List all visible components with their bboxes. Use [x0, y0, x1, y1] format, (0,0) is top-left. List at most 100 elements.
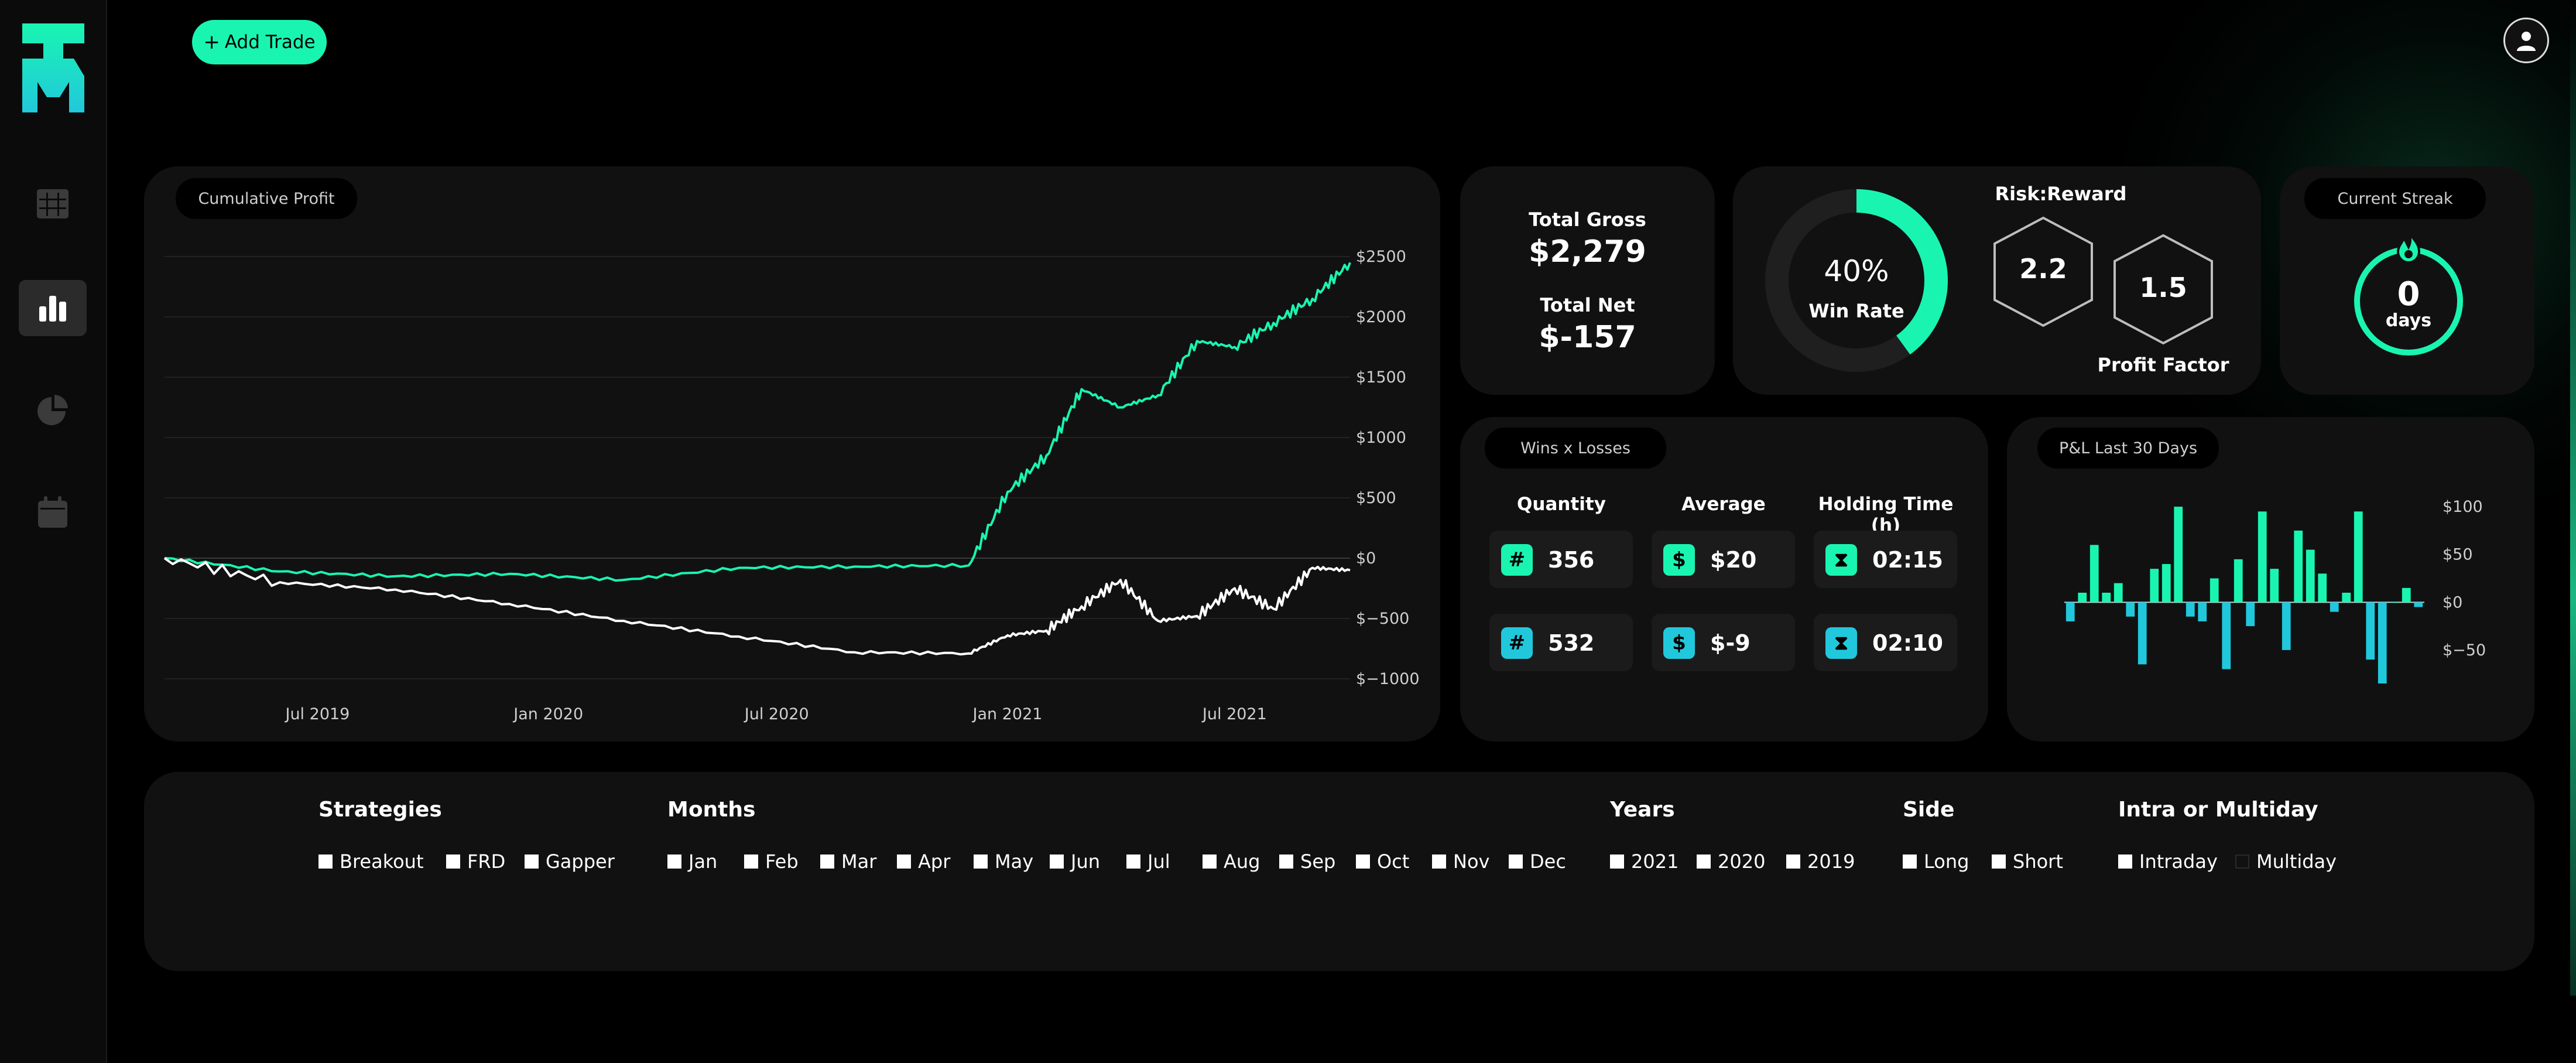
pnl-bar [2234, 559, 2243, 603]
filter-option-apr[interactable]: Apr [897, 850, 950, 873]
pnl-bar [2198, 602, 2207, 621]
filter-option-gapper[interactable]: Gapper [525, 850, 615, 873]
filter-option-nov[interactable]: Nov [1432, 850, 1489, 873]
checkbox[interactable] [525, 854, 539, 869]
filter-title-intra: Intra or Multiday [2118, 798, 2318, 822]
checkbox[interactable] [446, 854, 460, 869]
checkbox[interactable] [667, 854, 681, 869]
x-tick-label: Jan 2021 [972, 705, 1043, 723]
filter-option-frd[interactable]: FRD [446, 850, 505, 873]
checkbox[interactable] [897, 854, 911, 869]
filter-option-may[interactable]: May [974, 850, 1033, 873]
profit-factor-label: Profit Factor [2097, 354, 2229, 376]
pnl-bar [2402, 587, 2411, 603]
filters-card [144, 772, 2534, 971]
checkbox[interactable] [1356, 854, 1370, 869]
pnl-bar [2270, 569, 2279, 603]
checkbox[interactable] [1610, 854, 1624, 869]
checkbox[interactable] [820, 854, 834, 869]
checkbox[interactable] [1509, 854, 1523, 869]
pnl-bar [2294, 530, 2303, 603]
pnl-30-card: P&L Last 30 Days $100 $50 $0 $−50 [2007, 417, 2534, 741]
filter-option-2021[interactable]: 2021 [1610, 850, 1678, 873]
user-icon [2517, 32, 2536, 51]
checkbox[interactable] [318, 854, 333, 869]
filter-option-feb[interactable]: Feb [744, 850, 799, 873]
pnl-bar [2078, 593, 2087, 603]
losses-quantity: # 532 [1489, 614, 1633, 671]
filter-option-label: Multiday [2256, 850, 2337, 873]
y-tick-label: $−50 [2443, 641, 2486, 659]
cumulative-profit-title: Cumulative Profit [176, 178, 357, 219]
checkbox[interactable] [1050, 854, 1064, 869]
filter-option-mar[interactable]: Mar [820, 850, 876, 873]
wins-losses-title: Wins x Losses [1485, 428, 1666, 469]
filter-option-label: 2021 [1631, 850, 1679, 873]
filter-option-dec[interactable]: Dec [1509, 850, 1566, 873]
checkbox[interactable] [744, 854, 758, 869]
filter-option-multiday[interactable]: Multiday [2235, 850, 2337, 873]
filter-option-2019[interactable]: 2019 [1786, 850, 1855, 873]
sidebar-item-calendar[interactable] [19, 484, 87, 540]
checkbox[interactable] [1786, 854, 1800, 869]
current-streak-title: Current Streak [2304, 178, 2486, 219]
filter-option-jun[interactable]: Jun [1050, 850, 1100, 873]
sidebar-item-stats[interactable] [19, 280, 87, 336]
pnl-bar [2390, 602, 2399, 603]
losses-holding: ⧗ 02:10 [1814, 614, 1957, 671]
y-tick-label: $2500 [1356, 248, 1406, 266]
filter-title-years: Years [1610, 798, 1675, 822]
checkbox[interactable] [1279, 854, 1293, 869]
checkbox[interactable] [1203, 854, 1217, 869]
user-avatar-button[interactable] [2503, 18, 2549, 63]
fire-icon [2396, 230, 2421, 264]
hash-icon: # [1501, 544, 1533, 576]
checkbox[interactable] [2118, 854, 2132, 869]
checkbox[interactable] [974, 854, 988, 869]
app-logo[interactable] [22, 23, 84, 112]
filter-option-sep[interactable]: Sep [1279, 850, 1335, 873]
series-line-2 [163, 557, 1351, 656]
y-tick-label: $500 [1356, 489, 1396, 507]
win-rate-value: 40% [1824, 254, 1889, 288]
filter-option-label: Intraday [2139, 850, 2218, 873]
filter-option-label: Dec [1530, 850, 1566, 873]
add-trade-button[interactable]: + Add Trade [192, 20, 327, 64]
hourglass-icon: ⧗ [1825, 544, 1857, 576]
checkbox[interactable] [1903, 854, 1917, 869]
filter-option-aug[interactable]: Aug [1203, 850, 1260, 873]
sidebar-item-reports[interactable] [19, 382, 87, 438]
wins-holding: ⧗ 02:15 [1814, 531, 1957, 588]
wins-quantity-value: 356 [1548, 547, 1595, 573]
total-net-label: Total Net [1540, 294, 1635, 316]
filter-option-label: FRD [467, 850, 506, 873]
dollar-icon: $ [1663, 627, 1695, 659]
filter-option-label: Oct [1377, 850, 1410, 873]
y-tick-label: $0 [1356, 549, 1376, 568]
filter-option-short[interactable]: Short [1992, 850, 2063, 873]
checkbox[interactable] [1126, 854, 1140, 869]
scrollbar[interactable] [2570, 0, 2576, 996]
filter-option-intraday[interactable]: Intraday [2118, 850, 2218, 873]
checkbox[interactable] [1432, 854, 1446, 869]
filter-option-long[interactable]: Long [1903, 850, 1969, 873]
pnl-bar [2150, 569, 2159, 603]
filter-option-jan[interactable]: Jan [667, 850, 717, 873]
sidebar-item-grid[interactable] [19, 176, 87, 232]
bar-chart-icon [39, 296, 66, 322]
filter-option-breakout[interactable]: Breakout [318, 850, 424, 873]
losses-average-value: $-9 [1710, 630, 1751, 656]
pnl-bar [2258, 511, 2267, 603]
hourglass-icon: ⧗ [1825, 627, 1857, 659]
win-rate-donut [1765, 189, 1948, 372]
cumulative-profit-card: Cumulative Profit $2500 $2000 $1500 $1000 $5… [144, 166, 1440, 741]
checkbox[interactable] [2235, 854, 2249, 869]
filter-option-2020[interactable]: 2020 [1697, 850, 1765, 873]
checkbox[interactable] [1697, 854, 1711, 869]
checkbox[interactable] [1992, 854, 2006, 869]
filter-option-oct[interactable]: Oct [1356, 850, 1409, 873]
filter-option-jul[interactable]: Jul [1126, 850, 1170, 873]
pnl-bar [2161, 564, 2171, 603]
pnl-bar [2354, 511, 2363, 603]
filter-option-label: Nov [1453, 850, 1490, 873]
